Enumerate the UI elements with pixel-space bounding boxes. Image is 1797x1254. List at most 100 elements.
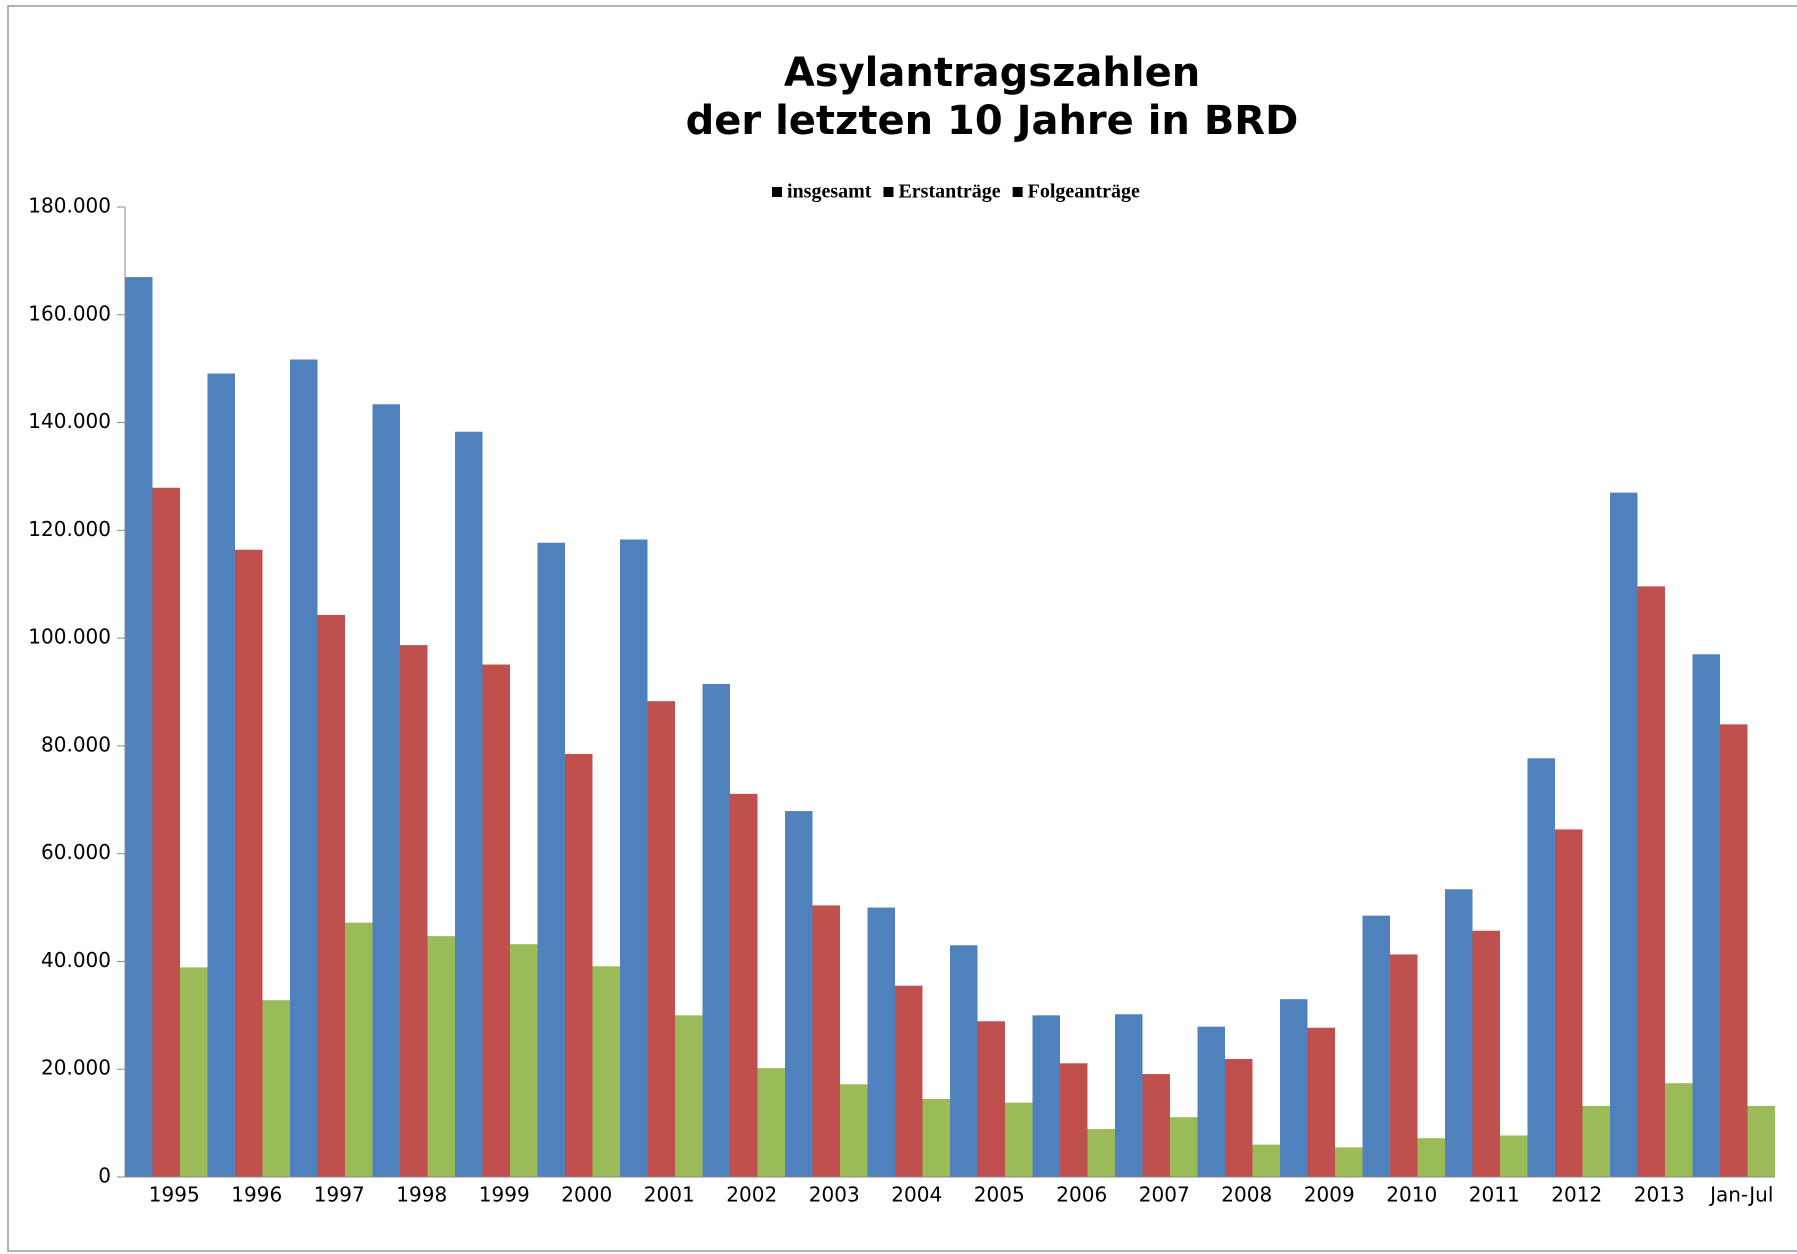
legend-marker: [1012, 187, 1023, 197]
bar: [510, 944, 538, 1177]
x-tick-label: 2006: [1056, 1183, 1107, 1207]
bar: [867, 907, 895, 1177]
bar: [785, 811, 813, 1177]
bar: [840, 1084, 868, 1177]
x-tick-label: 1998: [396, 1183, 447, 1207]
x-tick-label: 1997: [314, 1183, 365, 1207]
legend-label: Erstanträge: [898, 181, 1000, 203]
bar: [290, 359, 318, 1177]
bar: [1115, 1014, 1143, 1177]
bar: [1032, 1015, 1060, 1177]
x-tick-label: 2013: [1634, 1183, 1685, 1207]
bar: [620, 539, 648, 1177]
y-tick-label: 120.000: [28, 517, 111, 541]
bar: [180, 967, 208, 1177]
bar: [950, 945, 978, 1177]
bar: [125, 277, 153, 1177]
bar: [400, 645, 428, 1177]
bar: [1637, 586, 1665, 1177]
x-tick-label: 2012: [1551, 1183, 1602, 1207]
x-tick-label: 1996: [231, 1183, 282, 1207]
bar: [675, 1015, 703, 1177]
bar: [757, 1068, 785, 1177]
bar: [1665, 1083, 1693, 1177]
bar: [1005, 1102, 1033, 1177]
x-tick-label: 2002: [726, 1183, 777, 1207]
bar: [262, 1000, 290, 1177]
bar: [207, 373, 235, 1177]
bar: [1307, 1027, 1335, 1177]
bar: [1527, 758, 1555, 1177]
x-tick-label: 2005: [974, 1183, 1025, 1207]
bar: [1720, 724, 1748, 1177]
bar: [977, 1021, 1005, 1177]
bar: [152, 487, 180, 1177]
bar: [702, 683, 730, 1177]
bar: [1500, 1135, 1528, 1177]
x-tick-label: 2010: [1386, 1183, 1437, 1207]
bar: [345, 922, 373, 1177]
frame: [7, 5, 1797, 1252]
bar: [647, 701, 675, 1177]
y-tick-label: 80.000: [41, 732, 111, 756]
bar: [592, 966, 620, 1177]
legend: insgesamt Erstanträge Folgeanträge: [772, 181, 1140, 203]
bar: [1087, 1129, 1115, 1177]
bar: [372, 404, 400, 1177]
bar: [455, 431, 483, 1177]
x-tick-label: 2003: [809, 1183, 860, 1207]
chart-title: Asylantragszahlen: [784, 50, 1200, 96]
x-tick-label: 2004: [891, 1183, 942, 1207]
bar: [1225, 1058, 1253, 1177]
bar: [1335, 1147, 1363, 1177]
bar: [1417, 1138, 1445, 1177]
bar: [730, 793, 758, 1177]
x-tick-label: Jan-Jul: [1708, 1183, 1773, 1207]
bar: [1390, 954, 1418, 1177]
bar: [1362, 915, 1390, 1177]
bar: [1555, 829, 1583, 1177]
legend-label: insgesamt: [787, 181, 872, 203]
x-tick-label: 2001: [644, 1183, 695, 1207]
bar: [235, 549, 263, 1177]
legend-marker: [772, 187, 782, 197]
bar: [1170, 1117, 1198, 1177]
x-tick-label: 1999: [479, 1183, 530, 1207]
x-tick-label: 2007: [1139, 1183, 1190, 1207]
x-tick-label: 1995: [149, 1183, 200, 1207]
bar: [1582, 1105, 1610, 1177]
bar: [537, 542, 565, 1177]
bar: [1142, 1074, 1170, 1177]
y-tick-label: 180.000: [28, 194, 111, 218]
y-tick-label: 0: [98, 1164, 111, 1188]
y-tick-label: 20.000: [41, 1056, 111, 1080]
x-tick-label: 2009: [1304, 1183, 1355, 1207]
x-tick-label: 2008: [1221, 1183, 1272, 1207]
bar: [565, 753, 593, 1177]
bar: [895, 985, 923, 1177]
x-tick-label: 2011: [1469, 1183, 1520, 1207]
bar: [1747, 1105, 1775, 1177]
y-tick-label: 160.000: [28, 301, 111, 325]
legend-label: Folgeanträge: [1028, 181, 1140, 203]
bar: [812, 905, 840, 1177]
y-tick-label: 100.000: [28, 625, 111, 649]
legend-marker: [883, 187, 894, 197]
chart-title: der letzten 10 Jahre in BRD: [686, 98, 1299, 144]
bar: [1060, 1063, 1088, 1177]
bar: [1252, 1144, 1280, 1177]
bar: [1472, 930, 1500, 1177]
bar: [1610, 492, 1638, 1178]
bar: [482, 664, 510, 1177]
y-tick-label: 60.000: [41, 840, 111, 864]
bar: [1445, 889, 1473, 1177]
bar: [427, 936, 455, 1177]
x-tick-label: 2000: [561, 1183, 612, 1207]
bar: [1197, 1026, 1225, 1177]
y-tick-label: 40.000: [41, 948, 111, 972]
bar: [1280, 999, 1308, 1177]
y-tick-label: 140.000: [28, 409, 111, 433]
bar: [317, 614, 345, 1177]
bar: [922, 1098, 950, 1177]
